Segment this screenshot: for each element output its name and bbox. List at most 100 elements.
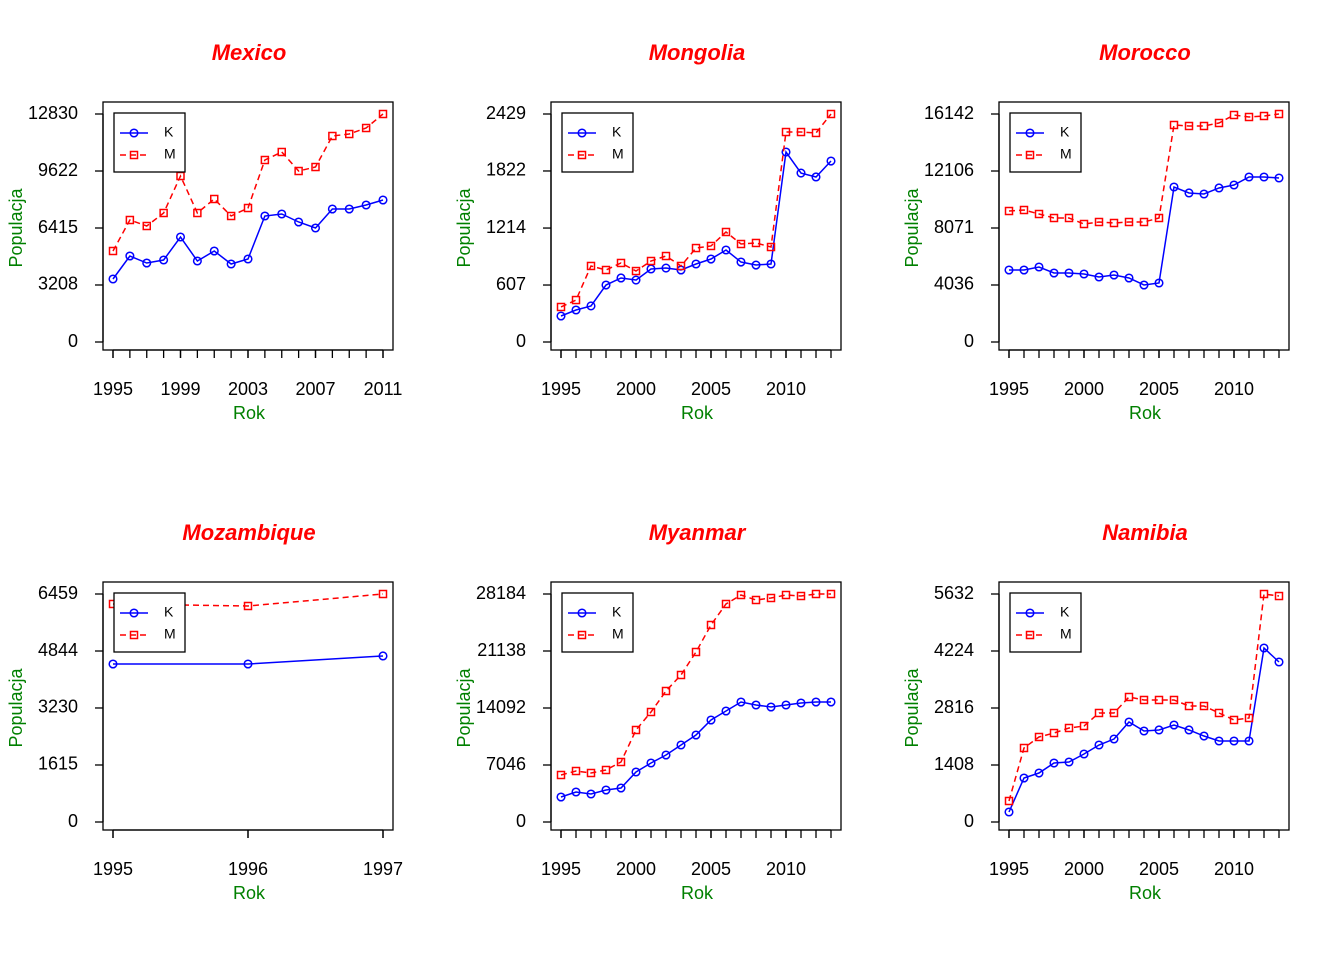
point (1169, 120, 1179, 130)
point (616, 258, 626, 268)
point (826, 109, 836, 119)
legend-label: K (1060, 124, 1070, 140)
series-line (113, 655, 384, 665)
legend-symbol (1025, 630, 1035, 640)
point (736, 590, 746, 600)
legend-symbol (577, 150, 587, 160)
point (1259, 589, 1269, 599)
point (175, 232, 186, 242)
point (1079, 219, 1089, 229)
x-tick-label: 1995 (541, 859, 581, 879)
point (1259, 111, 1269, 121)
legend-symbol (1025, 150, 1035, 160)
legend-label: M (1060, 146, 1072, 162)
point (1274, 109, 1284, 119)
x-tick-label: 2000 (616, 379, 656, 399)
point (691, 730, 701, 740)
panel: Morocco 1995 2000 2005 2010 0 4036 8071 12106 161… (902, 40, 1290, 423)
point (811, 589, 821, 599)
point (796, 591, 806, 601)
series-line (112, 199, 384, 280)
point (751, 595, 761, 605)
point (260, 155, 270, 165)
y-tick-label: 0 (516, 811, 526, 831)
x-tick-label: 1996 (228, 859, 268, 879)
panel: Namibia 1995 2000 2005 2010 0 1408 2816 4224 5632… (902, 520, 1290, 903)
point (108, 659, 118, 669)
point (1199, 189, 1209, 199)
point (586, 768, 596, 778)
y-tick-label: 4224 (934, 640, 974, 660)
x-tick-label: 2005 (691, 379, 731, 399)
y-tick-label: 8071 (934, 217, 974, 237)
panel: Mozambique 1995 1996 1997 0 1615 3230 4844 6459 R… (6, 520, 403, 903)
point (826, 589, 836, 599)
panel: Myanmar 1995 2000 2005 2010 0 7046 14092 21138 28… (454, 520, 842, 903)
point (125, 251, 135, 261)
point (226, 211, 236, 221)
y-tick-label: 2429 (486, 103, 526, 123)
y-tick-label: 0 (68, 811, 78, 831)
point (1124, 692, 1134, 702)
point (766, 259, 776, 269)
point (277, 147, 286, 157)
point (781, 700, 791, 710)
legend-symbol (577, 128, 587, 138)
x-tick-label: 2007 (295, 379, 335, 399)
point (766, 242, 776, 252)
legend-box (113, 592, 186, 653)
legend-label: M (164, 626, 176, 642)
point (556, 792, 566, 802)
series-line (560, 593, 831, 776)
point (1169, 182, 1179, 192)
point (736, 257, 746, 267)
point (142, 221, 151, 231)
point (811, 697, 821, 707)
x-axis-label: Rok (233, 883, 266, 903)
point (736, 239, 746, 249)
y-tick-label: 5632 (934, 583, 974, 603)
point (811, 128, 821, 138)
point (706, 254, 716, 264)
point (1124, 217, 1134, 227)
y-axis-label: Populacja (454, 667, 474, 747)
panel: Mongolia 1995 2000 2005 2010 0 607 1214 1822 2429… (454, 40, 842, 423)
point (1169, 720, 1179, 730)
point (1109, 708, 1119, 718)
point (601, 765, 611, 775)
point (1244, 713, 1254, 723)
point (1214, 118, 1224, 128)
legend-symbol (1025, 608, 1035, 618)
legend-box (1009, 112, 1082, 173)
point (1274, 173, 1284, 183)
point (1049, 268, 1059, 278)
y-tick-label: 16142 (924, 103, 974, 123)
y-tick-label: 12106 (924, 160, 974, 180)
point (631, 767, 641, 777)
point (1139, 217, 1149, 227)
y-axis-label: Populacja (902, 667, 922, 747)
legend-symbol (1025, 128, 1035, 138)
point (601, 280, 611, 290)
panel: Mexico 1995 1999 2003 2007 2011 0 3208 6415 9622 1… (6, 40, 403, 423)
point (721, 706, 731, 716)
point (1004, 206, 1014, 216)
chart-title: Mexico (212, 40, 287, 65)
point (192, 256, 202, 266)
point (226, 259, 236, 269)
point (1034, 262, 1044, 272)
point (243, 254, 253, 264)
point (378, 589, 388, 599)
point (571, 766, 581, 776)
point (159, 208, 168, 218)
point (766, 593, 776, 603)
point (294, 217, 304, 227)
y-tick-label: 1408 (934, 754, 974, 774)
point (210, 194, 219, 204)
x-tick-label: 1995 (989, 859, 1029, 879)
y-tick-label: 607 (496, 274, 526, 294)
x-tick-label: 2005 (691, 859, 731, 879)
chart-title: Mongolia (649, 40, 746, 65)
point (751, 700, 761, 710)
point (676, 261, 686, 271)
